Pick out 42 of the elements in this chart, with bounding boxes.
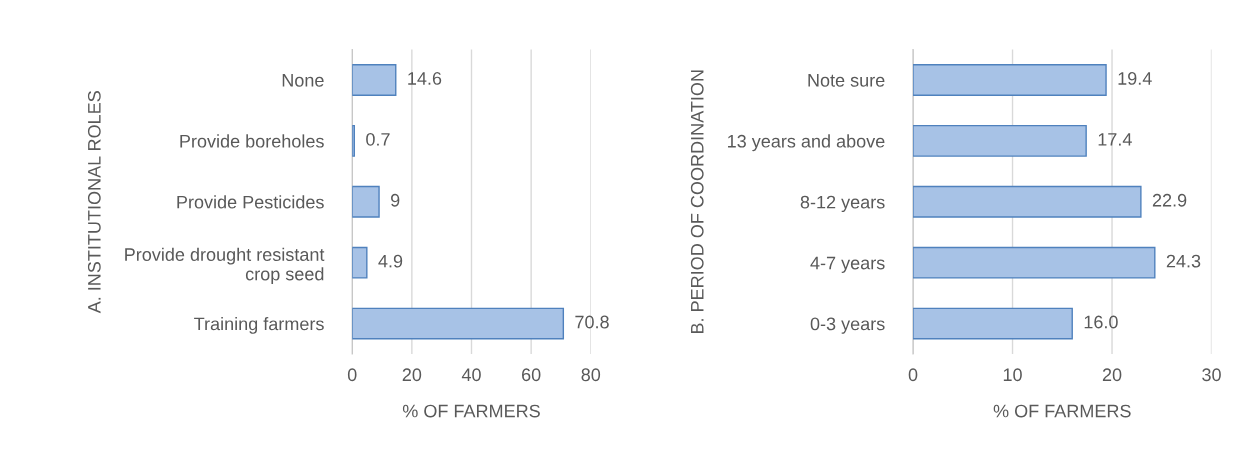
x-tick-label: 80 <box>581 368 601 382</box>
y-tick-label: None <box>282 74 324 87</box>
data-label: 4.9 <box>378 254 403 268</box>
x-axis-title: % OF FARMERS <box>402 404 540 418</box>
y-tick-label: Provide drought resistant crop seed <box>125 247 325 284</box>
bar <box>352 64 397 96</box>
x-tick-label: 20 <box>402 368 422 382</box>
data-label: 70.8 <box>575 315 609 329</box>
bar <box>913 124 1087 157</box>
bar <box>913 246 1156 279</box>
bar <box>352 246 368 279</box>
x-tick-label: 20 <box>1102 368 1122 382</box>
bar <box>913 64 1107 96</box>
data-label: 9 <box>391 193 400 207</box>
data-label: 17.4 <box>1098 133 1132 146</box>
y-tick-label: Provide Pesticides <box>177 195 324 209</box>
bar <box>352 307 565 340</box>
y-tick-label: Provide boreholes <box>180 134 324 148</box>
x-axis-title: % OF FARMERS <box>993 404 1131 418</box>
bar <box>352 185 380 218</box>
x-tick-label: 0 <box>908 368 918 382</box>
data-label: 22.9 <box>1152 193 1187 207</box>
y-tick-label: Note sure <box>808 74 885 87</box>
y-axis-title: A. INSTITUTIONAL ROLES <box>87 91 101 314</box>
bar <box>913 185 1142 218</box>
y-tick-label: 0-3 years <box>810 317 885 334</box>
data-label: 24.3 <box>1166 254 1201 268</box>
data-label: 19.4 <box>1118 72 1152 85</box>
x-tick-label: 60 <box>522 368 541 382</box>
data-label: 16.0 <box>1084 315 1118 329</box>
y-tick-label: 8-12 years <box>800 195 885 213</box>
y-tick-label: 13 years and above <box>728 134 885 152</box>
y-tick-label: Training farmers <box>194 317 324 334</box>
data-label: 14.6 <box>408 72 442 85</box>
x-tick-label: 40 <box>461 368 481 382</box>
bar <box>913 307 1073 340</box>
y-axis-title: B. PERIOD OF COORDINATION <box>690 70 704 334</box>
x-tick-label: 0 <box>347 368 357 382</box>
x-tick-label: 30 <box>1202 368 1221 382</box>
data-label: 0.7 <box>366 132 390 146</box>
x-tick-label: 10 <box>1003 368 1022 382</box>
y-tick-label: 4-7 years <box>810 256 885 273</box>
